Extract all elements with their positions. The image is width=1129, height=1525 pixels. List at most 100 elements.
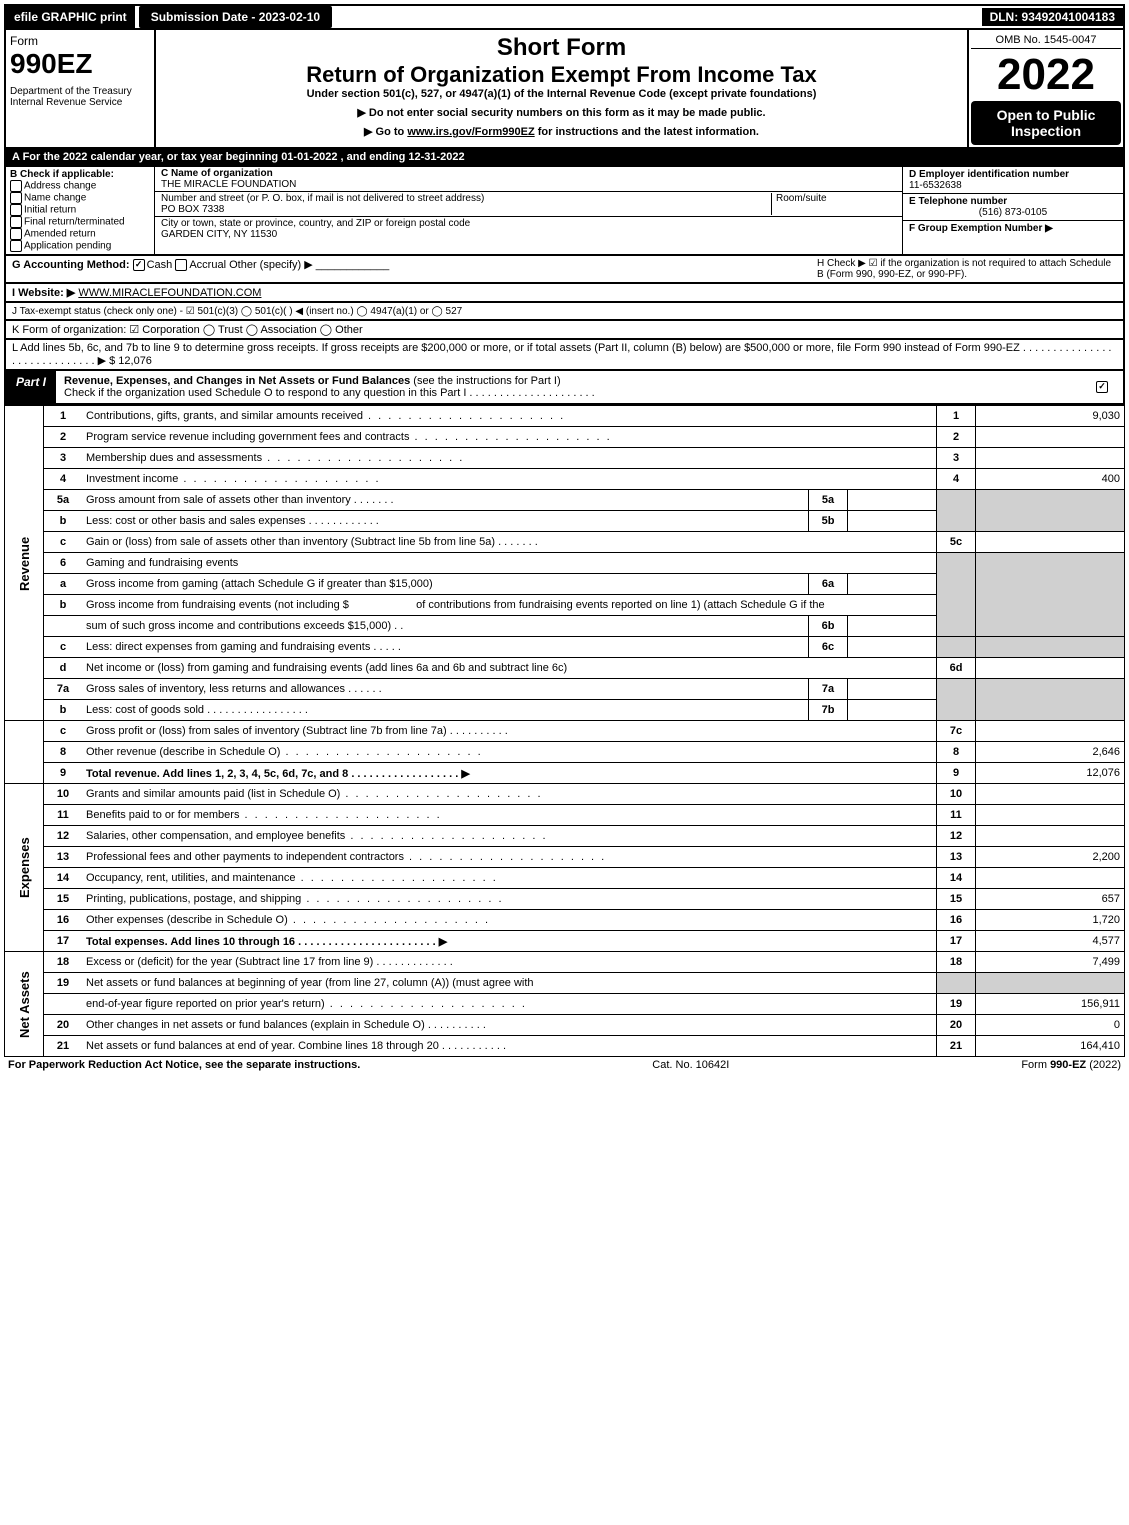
line-6c-row: c Less: direct expenses from gaming and … (5, 637, 1125, 658)
line-5a-row: 5a Gross amount from sale of assets othe… (5, 490, 1125, 511)
line-16-amount: 1,720 (976, 910, 1125, 931)
line-19-row: 19 Net assets or fund balances at beginn… (5, 973, 1125, 994)
line-6-row: 6 Gaming and fundraising events (5, 553, 1125, 574)
line-20-num: 20 (937, 1015, 976, 1036)
top-bar: efile GRAPHIC print Submission Date - 20… (4, 4, 1125, 30)
line-6c-sub: 6c (809, 637, 848, 658)
line-5ab-shaded-amt (976, 490, 1125, 532)
line-9-no: 9 (44, 763, 83, 784)
line-9-desc: Total revenue. Add lines 1, 2, 3, 4, 5c,… (86, 768, 470, 780)
line-17-no: 17 (44, 931, 83, 952)
check-cash[interactable] (133, 259, 145, 271)
line-19-desc2: end-of-year figure reported on prior yea… (86, 998, 527, 1010)
line-19-amount: 156,911 (976, 994, 1125, 1015)
irs-label: Internal Revenue Service (10, 97, 150, 108)
website-link[interactable]: WWW.MIRACLEFOUNDATION.COM (78, 287, 261, 299)
line-15-num: 15 (937, 889, 976, 910)
page-footer: For Paperwork Reduction Act Notice, see … (4, 1057, 1125, 1073)
line-17-num: 17 (937, 931, 976, 952)
line-5c-num: 5c (937, 532, 976, 553)
line-6d-no: d (44, 658, 83, 679)
other-label: Other (specify) ▶ (229, 259, 313, 271)
line-21-num: 21 (937, 1036, 976, 1057)
line-1-no: 1 (44, 406, 83, 427)
part-1-checkbox[interactable] (1096, 381, 1108, 393)
part-1-table: Revenue 1 Contributions, gifts, grants, … (4, 405, 1125, 1057)
line-18-desc: Excess or (deficit) for the year (Subtra… (86, 956, 373, 968)
submission-date: Submission Date - 2023-02-10 (139, 6, 332, 28)
line-6b2-no (44, 616, 83, 637)
line-1-amount: 9,030 (976, 406, 1125, 427)
line-15-desc: Printing, publications, postage, and shi… (86, 893, 504, 905)
line-18-amount: 7,499 (976, 952, 1125, 973)
section-k: K Form of organization: ☑ Corporation ◯ … (4, 321, 1125, 340)
line-6b-no: b (44, 595, 83, 616)
return-title: Return of Organization Exempt From Incom… (160, 62, 963, 88)
form-number: 990EZ (10, 48, 150, 80)
line-5ab-shaded-num (937, 490, 976, 532)
irs-link[interactable]: www.irs.gov/Form990EZ (407, 126, 534, 138)
phone-label: E Telephone number (909, 196, 1007, 207)
efile-button[interactable]: efile GRAPHIC print (6, 6, 135, 28)
check-accrual[interactable] (175, 259, 187, 271)
line-19-num: 19 (937, 994, 976, 1015)
line-6-shaded-num (937, 553, 976, 637)
line-10-amount (976, 784, 1125, 805)
dln-number: DLN: 93492041004183 (982, 8, 1123, 26)
line-17-desc: Total expenses. Add lines 10 through 16 … (86, 936, 447, 948)
application-pending-label: Application pending (24, 241, 111, 252)
line-20-no: 20 (44, 1015, 83, 1036)
accrual-label: Accrual (189, 259, 226, 271)
line-2-num: 2 (937, 427, 976, 448)
section-i: I Website: ▶ WWW.MIRACLEFOUNDATION.COM (4, 284, 1125, 303)
line-6b-sub: 6b (809, 616, 848, 637)
city-label: City or town, state or province, country… (161, 218, 470, 229)
section-j: J Tax-exempt status (check only one) - ☑… (4, 303, 1125, 321)
line-2-desc: Program service revenue including govern… (86, 431, 612, 443)
line-19-shaded-num (937, 973, 976, 994)
line-8-no: 8 (44, 742, 83, 763)
line-7a-row: 7a Gross sales of inventory, less return… (5, 679, 1125, 700)
check-initial-return[interactable] (10, 204, 22, 216)
line-6b-desc-mid: of contributions from fundraising events… (416, 599, 824, 611)
street-value: PO BOX 7338 (161, 204, 224, 215)
line-14-desc: Occupancy, rent, utilities, and maintena… (86, 872, 498, 884)
line-16-no: 16 (44, 910, 83, 931)
line-3-no: 3 (44, 448, 83, 469)
section-c: C Name of organization THE MIRACLE FOUND… (155, 167, 902, 254)
line-13-amount: 2,200 (976, 847, 1125, 868)
line-6-shaded-amt (976, 553, 1125, 637)
check-name-change[interactable] (10, 192, 22, 204)
check-amended-return[interactable] (10, 228, 22, 240)
line-6b-subval (848, 616, 937, 637)
line-10-num: 10 (937, 784, 976, 805)
line-7a-subval (848, 679, 937, 700)
line-3-num: 3 (937, 448, 976, 469)
line-15-no: 15 (44, 889, 83, 910)
check-address-change[interactable] (10, 180, 22, 192)
subtitle: Under section 501(c), 527, or 4947(a)(1)… (160, 88, 963, 100)
line-5b-sub: 5b (809, 511, 848, 532)
instruction-2: ▶ Go to www.irs.gov/Form990EZ for instru… (160, 125, 963, 138)
line-15-amount: 657 (976, 889, 1125, 910)
line-20-desc: Other changes in net assets or fund bala… (86, 1019, 425, 1031)
line-3-desc: Membership dues and assessments (86, 452, 464, 464)
line-4-no: 4 (44, 469, 83, 490)
check-application-pending[interactable] (10, 240, 22, 252)
line-6a-no: a (44, 574, 83, 595)
line-7c-num: 7c (937, 721, 976, 742)
line-5b-no: b (44, 511, 83, 532)
line-10-desc: Grants and similar amounts paid (list in… (86, 788, 543, 800)
section-l-text: L Add lines 5b, 6c, and 7b to line 9 to … (12, 342, 1112, 367)
check-final-return[interactable] (10, 216, 22, 228)
line-6-no: 6 (44, 553, 83, 574)
part-1-title-bold: Revenue, Expenses, and Changes in Net As… (64, 375, 410, 387)
section-g-h: G Accounting Method: Cash Accrual Other … (4, 256, 1125, 284)
short-form-title: Short Form (160, 34, 963, 62)
section-h: H Check ▶ ☑ if the organization is not r… (817, 258, 1117, 280)
netassets-sidelabel: Net Assets (5, 952, 44, 1057)
line-6a-desc: Gross income from gaming (attach Schedul… (86, 578, 433, 590)
name-change-label: Name change (24, 193, 86, 204)
line-18-row: Net Assets 18 Excess or (deficit) for th… (5, 952, 1125, 973)
line-10-no: 10 (44, 784, 83, 805)
